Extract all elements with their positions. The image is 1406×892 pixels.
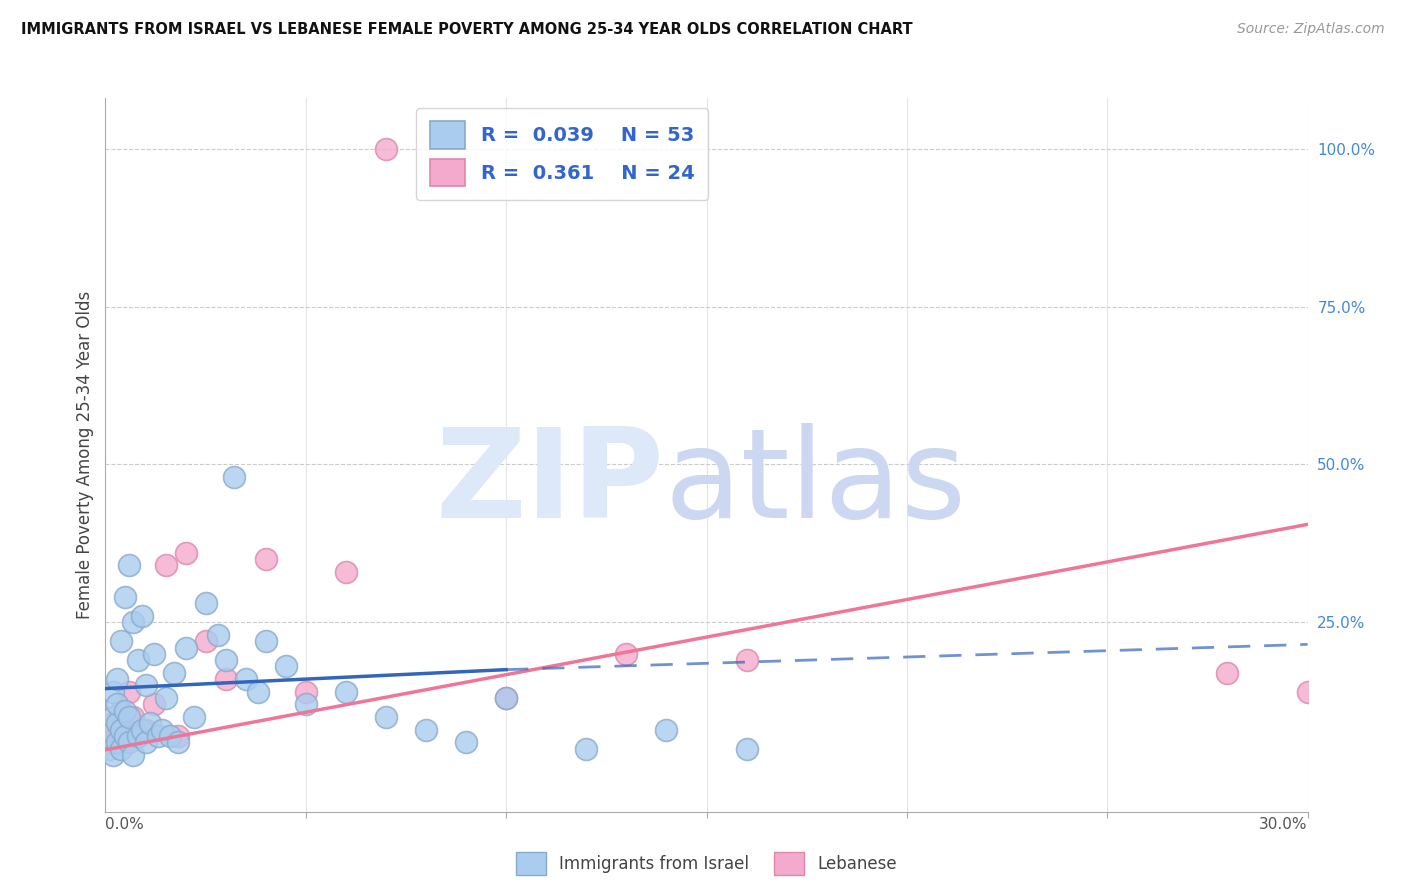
Point (118, 735, 141, 749)
Point (110, 741, 132, 756)
Point (207, 628, 229, 642)
Point (495, 691, 517, 706)
Point (274, 659, 297, 673)
Point (103, 684, 125, 698)
Point (1296, 684, 1319, 698)
Text: IMMIGRANTS FROM ISRAEL VS LEBANESE FEMALE POVERTY AMONG 25-34 YEAR OLDS CORRELAT: IMMIGRANTS FROM ISRAEL VS LEBANESE FEMAL… (21, 22, 912, 37)
Point (110, 704, 132, 718)
Point (254, 552, 277, 566)
Text: ZIP: ZIP (436, 423, 665, 544)
Point (107, 729, 129, 743)
Point (374, 142, 398, 156)
Point (194, 634, 217, 648)
Point (103, 716, 125, 731)
Point (246, 684, 269, 698)
Point (131, 609, 153, 624)
Point (159, 729, 181, 743)
Point (114, 590, 136, 604)
Point (335, 565, 357, 579)
Point (118, 710, 141, 724)
Point (138, 716, 160, 731)
Point (135, 723, 157, 737)
Point (150, 723, 173, 737)
Point (114, 729, 136, 743)
Point (155, 558, 177, 573)
Point (122, 615, 145, 630)
Point (107, 672, 129, 686)
Point (655, 723, 678, 737)
Point (127, 729, 149, 743)
Point (103, 710, 125, 724)
Point (254, 634, 277, 648)
Point (103, 747, 125, 762)
Point (214, 672, 236, 686)
Point (127, 653, 149, 667)
Point (107, 698, 129, 712)
Point (374, 710, 398, 724)
Legend: Immigrants from Israel, Lebanese: Immigrants from Israel, Lebanese (509, 845, 904, 882)
Point (162, 665, 184, 680)
Point (135, 735, 157, 749)
Point (146, 729, 169, 743)
Point (110, 634, 132, 648)
Point (174, 640, 197, 655)
Point (118, 684, 141, 698)
Point (335, 684, 357, 698)
Point (735, 653, 758, 667)
Point (98, 723, 121, 737)
Point (183, 710, 205, 724)
Point (295, 684, 318, 698)
Point (575, 741, 598, 756)
Point (135, 678, 157, 692)
Point (616, 647, 638, 661)
Point (166, 735, 188, 749)
Point (107, 735, 129, 749)
Point (118, 558, 141, 573)
Point (110, 723, 132, 737)
Point (454, 735, 477, 749)
Point (214, 653, 236, 667)
Point (166, 729, 188, 743)
Point (735, 741, 758, 756)
Point (114, 704, 136, 718)
Y-axis label: Female Poverty Among 25-34 Year Olds: Female Poverty Among 25-34 Year Olds (76, 291, 94, 619)
Point (142, 647, 165, 661)
Point (107, 716, 129, 731)
Point (155, 691, 177, 706)
Text: atlas: atlas (665, 423, 966, 544)
Point (98, 735, 121, 749)
Point (235, 672, 257, 686)
Point (131, 723, 153, 737)
Point (174, 546, 197, 560)
Point (495, 691, 517, 706)
Point (127, 729, 149, 743)
Point (295, 698, 318, 712)
Point (222, 470, 245, 484)
Text: 0.0%: 0.0% (105, 817, 145, 831)
Point (122, 747, 145, 762)
Point (122, 710, 145, 724)
Point (142, 698, 165, 712)
Point (415, 723, 437, 737)
Text: Source: ZipAtlas.com: Source: ZipAtlas.com (1237, 22, 1385, 37)
Point (1216, 665, 1239, 680)
Point (194, 596, 217, 610)
Point (98, 741, 121, 756)
Point (114, 723, 136, 737)
Text: 30.0%: 30.0% (1260, 817, 1308, 831)
